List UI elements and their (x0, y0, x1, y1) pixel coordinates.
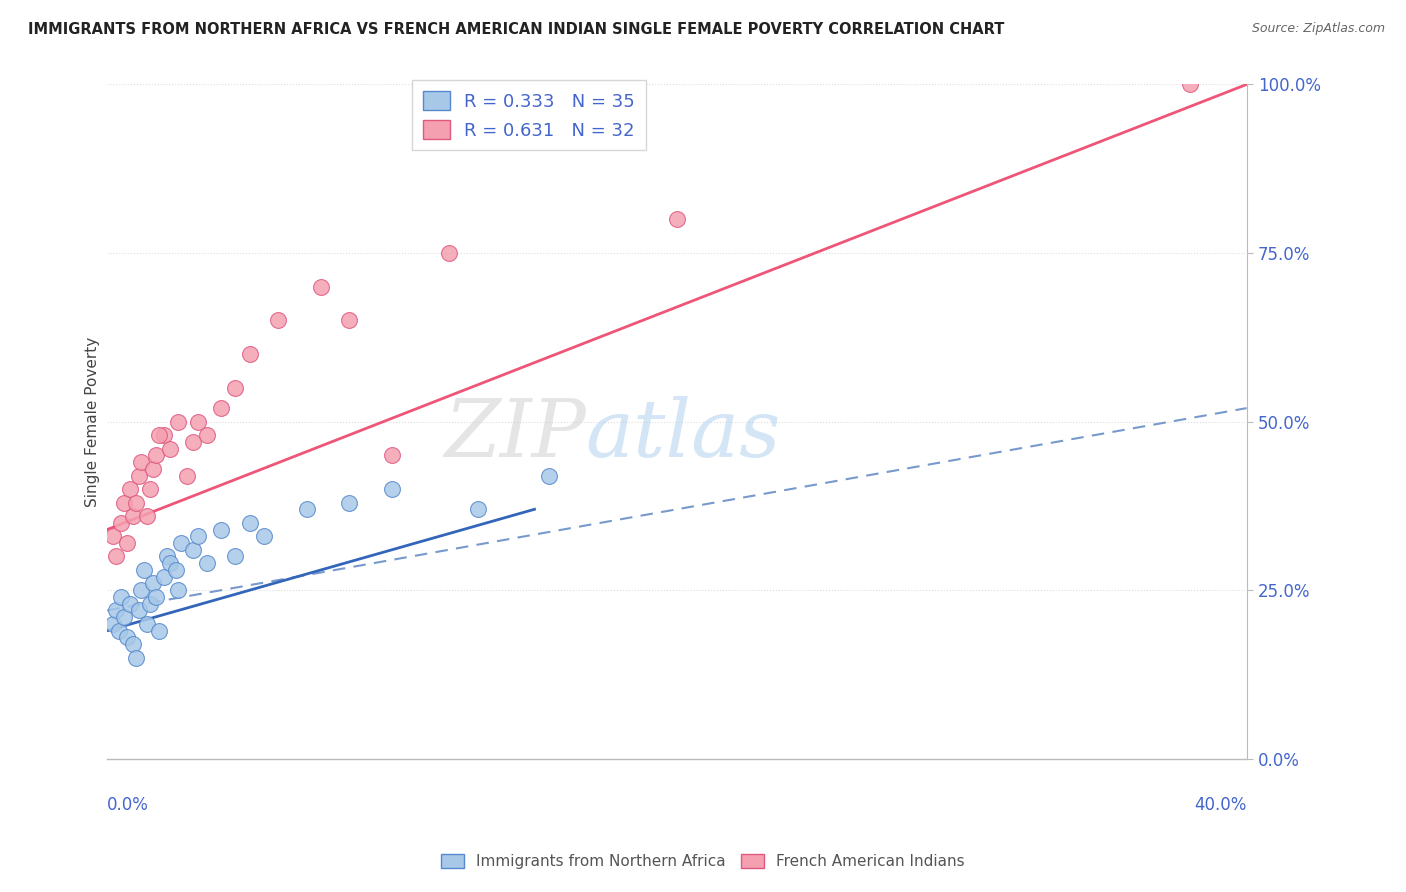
Point (381, 448, 404, 462)
Point (148, 428, 170, 442)
Point (128, 468, 150, 483)
Point (167, 415, 190, 429)
Point (107, 624, 129, 638)
Point (267, 313, 290, 327)
Point (165, 563, 187, 577)
Point (139, 597, 162, 611)
Point (110, 590, 132, 604)
Point (148, 624, 170, 638)
Point (136, 508, 159, 523)
Point (167, 583, 190, 598)
Point (112, 610, 135, 624)
Point (128, 603, 150, 617)
Point (195, 556, 218, 570)
Point (239, 347, 262, 361)
Y-axis label: Single Female Poverty: Single Female Poverty (86, 336, 100, 507)
Point (176, 468, 198, 483)
Point (122, 508, 145, 523)
Point (104, 603, 127, 617)
Point (187, 415, 209, 429)
Point (101, 616, 124, 631)
Point (195, 428, 218, 442)
Point (170, 536, 193, 550)
Point (159, 556, 181, 570)
Point (110, 516, 132, 530)
Point (131, 583, 153, 598)
Text: Source: ZipAtlas.com: Source: ZipAtlas.com (1251, 22, 1385, 36)
Point (665, 212, 688, 227)
Point (134, 563, 156, 577)
Point (118, 597, 141, 611)
Point (115, 631, 138, 645)
Text: IMMIGRANTS FROM NORTHERN AFRICA VS FRENCH AMERICAN INDIAN SINGLE FEMALE POVERTY : IMMIGRANTS FROM NORTHERN AFRICA VS FRENC… (28, 22, 1004, 37)
Point (224, 381, 246, 395)
Legend: R = 0.333   N = 35, R = 0.631   N = 32: R = 0.333 N = 35, R = 0.631 N = 32 (412, 80, 645, 151)
Point (437, 246, 460, 260)
Text: ZIP: ZIP (444, 396, 586, 474)
Point (125, 650, 148, 665)
Point (153, 428, 176, 442)
Legend: Immigrants from Northern Africa, French American Indians: Immigrants from Northern Africa, French … (434, 848, 972, 875)
Point (112, 495, 135, 509)
Point (101, 529, 124, 543)
Point (224, 549, 246, 564)
Point (467, 502, 489, 516)
Point (136, 616, 159, 631)
Point (1178, 78, 1201, 92)
Point (337, 313, 360, 327)
Point (122, 637, 145, 651)
Point (337, 495, 360, 509)
Point (156, 549, 179, 564)
Text: atlas: atlas (586, 396, 782, 474)
Text: 0.0%: 0.0% (107, 796, 149, 814)
Point (537, 468, 560, 483)
Point (159, 442, 181, 456)
Point (125, 495, 148, 509)
Point (145, 590, 167, 604)
Point (309, 279, 332, 293)
Point (153, 570, 176, 584)
Point (381, 482, 404, 496)
Point (187, 529, 209, 543)
Point (139, 482, 162, 496)
Point (142, 462, 165, 476)
Point (253, 529, 276, 543)
Text: 40.0%: 40.0% (1194, 796, 1247, 814)
Point (209, 523, 232, 537)
Point (115, 536, 138, 550)
Point (209, 401, 232, 416)
Point (181, 434, 204, 449)
Point (118, 482, 141, 496)
Point (295, 502, 318, 516)
Point (145, 448, 167, 462)
Point (131, 455, 153, 469)
Point (104, 549, 127, 564)
Point (239, 516, 262, 530)
Point (142, 576, 165, 591)
Point (181, 542, 204, 557)
